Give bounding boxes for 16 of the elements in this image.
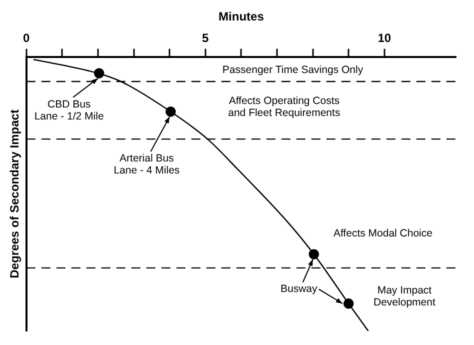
annotation: May Impact Development — [374, 284, 436, 308]
x-tick-label: 5 — [202, 30, 210, 45]
annotation: Busway — [280, 283, 318, 296]
x-tick-label: 0 — [23, 30, 30, 45]
point — [166, 106, 176, 117]
annotation: Affects Modal Choice — [333, 227, 433, 240]
point — [308, 249, 320, 260]
point — [94, 68, 104, 78]
point — [343, 298, 354, 309]
x-tick-label: 10 — [378, 30, 392, 45]
annotation: Arterial Bus Lane - 4 Miles — [114, 152, 180, 177]
annotation: CBD Bus Lane - 1/2 Mile — [34, 98, 104, 122]
annotation: Passenger Time Savings Only — [222, 64, 364, 76]
x-axis-title: Minutes — [218, 10, 264, 24]
annotation: Affects Operating Costs and Fleet Requirements — [228, 95, 340, 120]
y-axis-title: Degrees of Secondary Impact — [8, 110, 22, 278]
